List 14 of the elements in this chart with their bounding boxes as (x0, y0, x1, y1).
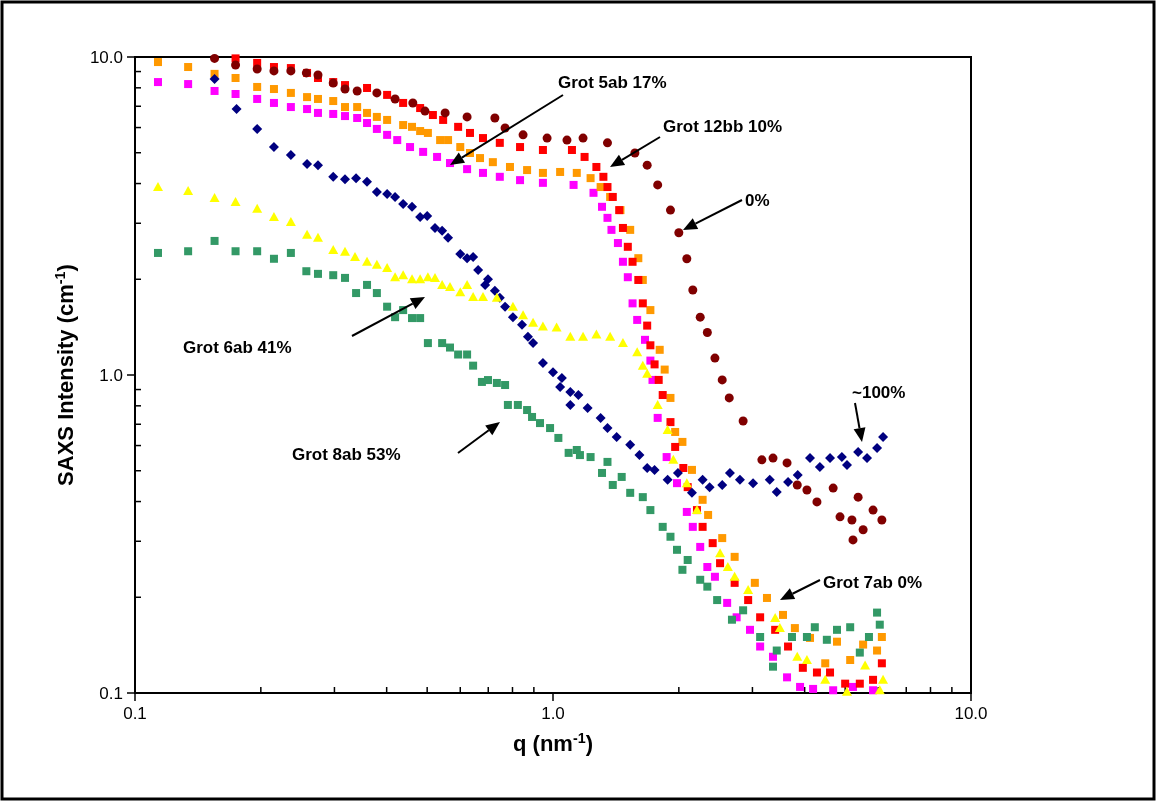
x-tick-label: 0.1 (123, 704, 147, 723)
y-tick-label: 1.0 (99, 365, 123, 385)
y-tick-label: 10.0 (89, 47, 123, 67)
x-axis-title: q (nm$^{-1}$) (513, 730, 593, 756)
y-tick-label: 0.1 (99, 683, 123, 703)
x-tick-label: 1.0 (541, 704, 565, 723)
annotation: Grot 5ab 17% (558, 73, 667, 92)
annotation: Grot 8ab 53% (292, 445, 401, 464)
annotation: Grot 7ab 0% (823, 573, 923, 592)
annotation: Grot 12bb 10% (663, 117, 783, 136)
x-tick-label: 10.0 (954, 704, 988, 723)
annotation: ~100% (852, 383, 906, 402)
annotation: 0% (745, 191, 770, 210)
annotation: Grot 6ab 41% (183, 338, 292, 357)
